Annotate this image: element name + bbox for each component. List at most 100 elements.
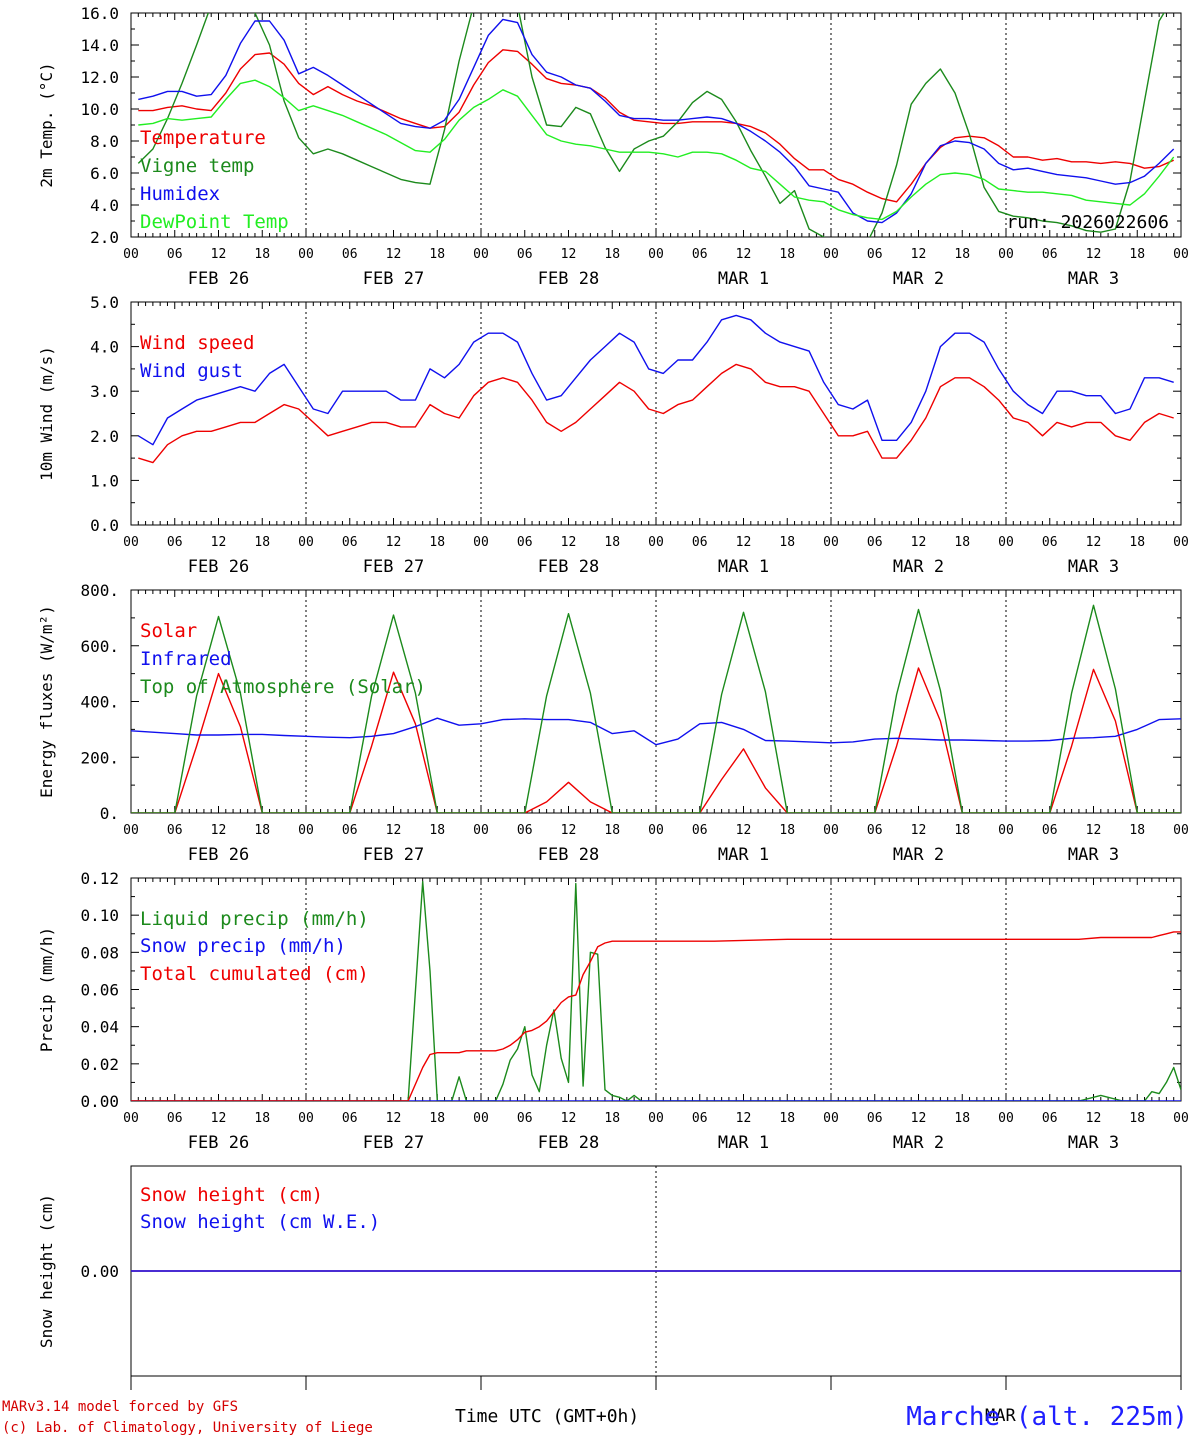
hour-tick-label: 00 [473,247,489,262]
legend-entry: Snow precip (mm/h) [140,935,346,957]
hour-tick-label: 00 [823,247,839,262]
y-tick-label: 0.00 [80,1092,119,1111]
hour-tick-label: 00 [123,1111,139,1126]
hour-tick-label: 12 [911,1111,927,1126]
panel-5: 0.00 Snow height (cm) Snow height (cm) Snow… [37,1165,1182,1390]
y-tick-label: 16.0 [80,4,119,23]
legend-entry: Snow height (cm W.E.) [140,1211,380,1233]
panel-3: 00 06 12 18 00 06 12 18 00 06 12 18 00 06 12 18 00 06 12 18… [37,581,1189,865]
y-tick-label: 2.0 [90,228,119,247]
hour-tick-label: 06 [342,535,358,550]
hour-tick-label: 12 [561,247,577,262]
legend-entry: Liquid precip (mm/h) [140,908,369,930]
hour-tick-label: 06 [1042,247,1058,262]
y-tick-label: 0.00 [80,1262,119,1281]
hour-tick-label: 12 [211,247,227,262]
overlap-label: MAR [985,1406,1016,1426]
y-tick-label: 14.0 [80,36,119,55]
day-label: FEB 27 [363,269,424,289]
y-tick-label: 5.0 [90,293,119,312]
y-axis-label: 10m Wind (m/s) [37,346,56,481]
x-axis-title: Time UTC (GMT+0h) [455,1406,640,1427]
y-tick-label: 10.0 [80,100,119,119]
y-tick-label: 2.0 [90,427,119,446]
y-tick-label: 0.06 [80,981,119,1000]
hour-tick-label: 18 [1129,535,1145,550]
series-line-wind-gust [137,314,1174,446]
y-tick-label: 200. [80,748,119,767]
day-label: FEB 27 [363,1133,424,1153]
day-label: MAR 2 [893,557,944,577]
hour-tick-label: 06 [517,1111,533,1126]
hour-tick-label: 06 [517,535,533,550]
hour-tick-label: 12 [386,247,402,262]
hour-tick-label: 06 [167,1111,183,1126]
series-line-humidex [138,18,1175,224]
day-label: MAR 1 [718,1133,769,1153]
day-label: FEB 26 [188,269,249,289]
hour-tick-label: 00 [648,535,664,550]
hour-tick-label: 06 [517,247,533,262]
day-label: MAR 2 [893,1133,944,1153]
hour-tick-label: 06 [867,247,883,262]
day-label: MAR 3 [1068,1133,1119,1153]
legend-entry: Total cumulated (cm) [140,963,369,985]
hour-tick-label: 06 [517,823,533,838]
hour-tick-label: 12 [561,535,577,550]
day-label: MAR 1 [718,557,769,577]
day-label: MAR 3 [1068,845,1119,865]
y-tick-label: 0.04 [80,1018,119,1037]
day-label: FEB 28 [538,557,599,577]
hour-tick-label: 18 [1129,247,1145,262]
hour-tick-label: 12 [736,247,752,262]
day-label: MAR 3 [1068,269,1119,289]
day-label: FEB 27 [363,557,424,577]
hour-tick-label: 00 [123,535,139,550]
hour-tick-label: 12 [736,535,752,550]
series-group [137,13,1175,237]
y-tick-label: 8.0 [90,132,119,151]
day-label: MAR 2 [893,269,944,289]
series-line-infrared [131,717,1181,746]
legend-entry: Temperature [140,127,266,149]
hour-tick-label: 00 [998,823,1014,838]
day-label: FEB 28 [538,845,599,865]
y-axis-label: 2m Temp. (°C) [37,62,56,187]
hour-tick-label: 00 [298,823,314,838]
day-label: MAR 1 [718,269,769,289]
hour-tick-label: 12 [211,823,227,838]
day-label: FEB 26 [188,557,249,577]
hour-tick-label: 00 [123,247,139,262]
hour-tick-label: 00 [1173,823,1189,838]
day-label: MAR 2 [893,845,944,865]
y-tick-label: 4.0 [90,196,119,215]
day-label: FEB 28 [538,269,599,289]
hour-tick-label: 06 [167,823,183,838]
hour-tick-label: 06 [692,247,708,262]
credit-line-1: MARv3.14 model forced by GFS [2,1399,239,1415]
hour-tick-label: 12 [911,823,927,838]
hour-tick-label: 12 [1086,823,1102,838]
series-group [131,881,1181,1101]
hour-tick-label: 00 [298,1111,314,1126]
hour-tick-label: 00 [123,823,139,838]
hour-tick-label: 00 [298,247,314,262]
hour-tick-label: 18 [779,535,795,550]
hour-tick-label: 18 [429,823,445,838]
hour-tick-label: 06 [1042,823,1058,838]
hour-tick-label: 18 [779,1111,795,1126]
hour-tick-label: 12 [561,1111,577,1126]
y-tick-label: 0.12 [80,869,119,888]
series-line-temperature [138,49,1174,203]
legend-entry: Wind gust [140,360,243,382]
hour-tick-label: 12 [736,1111,752,1126]
hour-tick-label: 00 [298,535,314,550]
legend-entry: Humidex [140,183,220,205]
hour-tick-label: 18 [604,1111,620,1126]
hour-tick-label: 12 [1086,1111,1102,1126]
hour-tick-label: 12 [386,823,402,838]
hour-tick-label: 12 [561,823,577,838]
hour-tick-label: 06 [867,1111,883,1126]
hour-tick-label: 06 [692,535,708,550]
y-tick-label: 800. [80,581,119,600]
